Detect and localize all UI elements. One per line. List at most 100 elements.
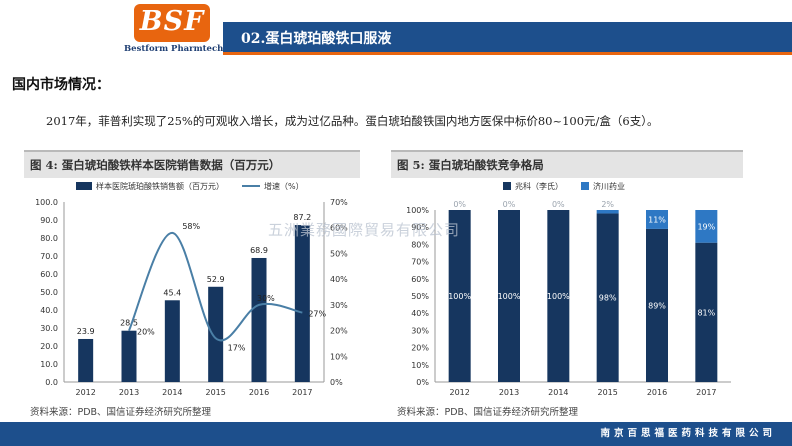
y-left-tick-label: 70.0 (40, 252, 58, 261)
chart-source: 资料来源：PDB、国信证券经济研究所整理 (397, 407, 579, 418)
bar-segment-zhaoke (695, 242, 718, 382)
y-tick-label: 90% (411, 223, 429, 232)
x-tick-label: 2012 (75, 388, 95, 397)
watermark: 五洲業務國際貿易有限公司 (268, 221, 461, 239)
growth-value-label: 27% (308, 310, 326, 319)
x-tick-label: 2013 (499, 388, 519, 397)
title-bar: 02.蛋白琥珀酸铁口服液 (223, 22, 792, 55)
segment-value-label: 81% (697, 308, 715, 317)
bar-segment-jichuan (646, 210, 668, 229)
section-title: 国内市场情况： (12, 77, 110, 93)
legend-swatch-sales (76, 182, 92, 190)
legend-swatch-jichuan (581, 182, 589, 190)
y-left-tick-label: 20.0 (40, 342, 58, 351)
growth-value-label: 30% (257, 294, 275, 303)
legend-label-sales: 样本医院琥珀酸铁销售额（百万元） (96, 181, 224, 191)
segment-value-label: 0% (503, 200, 516, 209)
logo-badge (134, 4, 210, 42)
y-left-tick-label: 10.0 (40, 360, 58, 369)
bar (78, 338, 94, 382)
growth-value-label: 20% (137, 328, 155, 337)
logo-text: BSF (139, 6, 205, 37)
bar-segment-zhaoke (448, 210, 471, 382)
x-tick-label: 2017 (696, 388, 716, 397)
x-tick-label: 2015 (597, 388, 617, 397)
logo-subtext: Bestform Pharmtech (124, 44, 224, 54)
chart-source: 资料来源：PDB、国信证券经济研究所整理 (30, 407, 212, 418)
y-right-tick-label: 70% (330, 198, 348, 207)
y-left-tick-label: 0.0 (45, 378, 58, 387)
y-right-tick-label: 20% (330, 327, 348, 336)
bar (294, 225, 310, 382)
y-left-tick-label: 30.0 (40, 324, 58, 333)
growth-value-label: 17% (228, 343, 246, 352)
legend-label-growth: 增速（%） (264, 181, 304, 191)
chart-panel-competition: 图 5: 蛋白琥珀酸铁竞争格局 0% 10% 20% 30% 40% 50% 60% 70% 8… (391, 150, 743, 422)
segment-value-label: 89% (648, 301, 666, 310)
x-tick-label: 2014 (548, 388, 568, 397)
y-left-tick-label: 80.0 (40, 234, 58, 243)
footer: 南京百思福医药科技有限公司 (0, 422, 792, 446)
chart-title: 图 5: 蛋白琥珀酸铁竞争格局 (397, 158, 544, 172)
x-tick-label: 2014 (162, 388, 182, 397)
y-right-tick-label: 10% (330, 352, 348, 361)
y-right-tick-label: 30% (330, 301, 348, 310)
bar-segment-zhaoke (498, 210, 520, 382)
y-left-tick-label: 40.0 (40, 306, 58, 315)
y-left-tick-label: 50.0 (40, 288, 58, 297)
y-right-tick-label: 0% (330, 378, 343, 387)
legend-label-zhaoke: 兆科（李氏） (515, 181, 563, 191)
segment-value-label: 100% (498, 292, 521, 301)
sales-chart: 0.0 10.0 20.0 30.0 40.0 50.0 60.0 70.0 80.0 90.0 1… (35, 181, 348, 397)
bar-segment-jichuan (695, 210, 718, 243)
chart-header: 图 5: 蛋白琥珀酸铁竞争格局 (391, 150, 743, 178)
y-tick-label: 60% (411, 275, 429, 284)
bar-value-label: 68.9 (250, 246, 268, 255)
bar (121, 330, 137, 382)
y-tick-label: 30% (411, 326, 429, 335)
bar (251, 257, 267, 382)
x-tick-label: 2013 (119, 388, 139, 397)
chart-panel-sales: 图 4: 蛋白琥珀酸铁样本医院销售数据（百万元） 0.0 10.0 20.0 30.0… (24, 150, 360, 422)
segment-value-label: 11% (648, 215, 666, 224)
footer-company: 南京百思福医药科技有限公司 (600, 428, 776, 439)
bar-value-label: 45.4 (163, 288, 181, 297)
growth-line (128, 231, 303, 342)
competition-chart: 0% 10% 20% 30% 40% 50% 60% 70% 80% 90% 100% 100% 0% 2… (406, 181, 731, 397)
section-description: 2017年，菲普利实现了25%的可观收入增长，成为过亿品种。蛋白琥珀酸铁国内地方… (46, 114, 659, 128)
y-tick-label: 10% (411, 361, 429, 370)
bar-segment-jichuan (596, 210, 619, 214)
y-right-tick-label: 40% (330, 275, 348, 284)
bar-value-label: 23.9 (77, 327, 95, 336)
segment-value-label: 19% (697, 222, 715, 231)
y-tick-label: 80% (411, 240, 429, 249)
x-tick-label: 2012 (449, 388, 469, 397)
segment-value-label: 100% (448, 292, 471, 301)
header: BSF Bestform Pharmtech 02.蛋白琥珀酸铁口服液 (0, 0, 792, 62)
y-right-tick-label: 50% (330, 249, 348, 258)
y-tick-label: 50% (411, 292, 429, 301)
y-tick-label: 40% (411, 309, 429, 318)
y-left-tick-label: 100.0 (35, 198, 58, 207)
y-right-tick-label: 60% (330, 224, 348, 233)
y-left-tick-label: 60.0 (40, 270, 58, 279)
segment-value-label: 100% (547, 292, 570, 301)
x-tick-label: 2016 (249, 388, 269, 397)
bar-value-label: 28.5 (120, 319, 138, 328)
segment-value-label: 98% (599, 294, 617, 303)
bar-segment-zhaoke (596, 213, 619, 382)
y-left-tick-label: 90.0 (40, 216, 58, 225)
legend-swatch-zhaoke (503, 182, 511, 190)
segment-value-label: 0% (453, 200, 466, 209)
chart-header: 图 4: 蛋白琥珀酸铁样本医院销售数据（百万元） (24, 150, 360, 178)
page-title: 02.蛋白琥珀酸铁口服液 (241, 31, 392, 47)
y-tick-label: 0% (416, 378, 429, 387)
y-tick-label: 100% (406, 206, 429, 215)
growth-value-label: 58% (182, 222, 200, 231)
bar-value-label: 87.2 (293, 213, 311, 222)
company-logo: BSF Bestform Pharmtech (124, 4, 224, 56)
bar-segment-zhaoke (646, 228, 668, 382)
chart-title: 图 4: 蛋白琥珀酸铁样本医院销售数据（百万元） (30, 158, 281, 172)
x-tick-label: 2015 (205, 388, 225, 397)
y-tick-label: 70% (411, 258, 429, 267)
